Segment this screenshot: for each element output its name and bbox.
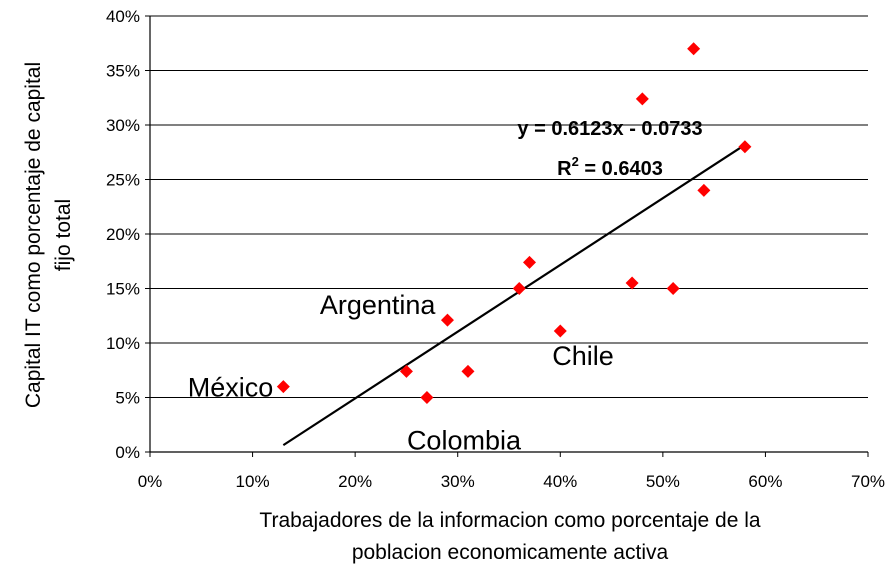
data-point	[666, 282, 680, 295]
trendline-group	[282, 143, 746, 447]
point-label: Argentina	[320, 290, 437, 320]
y-tick-label: 10%	[106, 334, 140, 353]
data-point	[461, 364, 475, 378]
point-label: Chile	[552, 341, 614, 371]
data-point	[625, 276, 639, 290]
point-label: México	[188, 373, 274, 403]
x-axis-title-line2: poblacion economicamente activa	[352, 541, 669, 564]
axes	[145, 15, 869, 457]
data-points	[276, 42, 752, 404]
x-tick-label: 60%	[748, 472, 782, 491]
y-tick-label: 25%	[106, 171, 140, 190]
r2-prefix: R	[557, 158, 572, 180]
trendline	[282, 143, 746, 447]
data-point	[399, 364, 413, 378]
y-tick-label: 0%	[115, 443, 140, 462]
r-squared-label: R2 = 0.6403	[557, 154, 663, 180]
data-point	[635, 92, 649, 106]
x-tick-label: 20%	[338, 472, 372, 491]
y-axis-title-line1: Capital IT como porcentaje de capital	[22, 62, 45, 408]
y-axis-title-line2: fijo total	[52, 199, 75, 271]
data-point	[440, 313, 454, 327]
data-point	[697, 183, 711, 197]
r2-suffix: = 0.6403	[579, 158, 663, 180]
y-tick-label: 30%	[106, 116, 140, 135]
data-point	[553, 324, 567, 338]
point-annotations: Argentina Chile México Colombia	[188, 290, 614, 455]
x-tick-label: 0%	[138, 472, 163, 491]
x-tick-label: 40%	[543, 472, 577, 491]
x-tick-label: 10%	[236, 472, 270, 491]
data-point	[523, 255, 537, 269]
trendline-equation: y = 0.6123x - 0.0733	[517, 118, 702, 140]
y-tick-label: 15%	[106, 280, 140, 299]
r2-exponent: 2	[572, 154, 579, 169]
data-point	[738, 140, 752, 154]
y-tick-label: 20%	[106, 225, 140, 244]
gridlines	[150, 15, 868, 398]
x-tick-labels: 0% 10% 20% 30% 40% 50% 60% 70%	[138, 472, 885, 491]
data-point	[687, 42, 701, 56]
y-tick-label: 40%	[106, 7, 140, 26]
x-axis-title-line1: Trabajadores de la informacion como porc…	[259, 509, 760, 532]
x-tick-label: 70%	[851, 472, 885, 491]
data-point	[276, 380, 290, 394]
y-tick-label: 5%	[115, 389, 140, 408]
y-axis-title-2: fijo total	[52, 199, 75, 271]
y-tick-labels: 0% 5% 10% 15% 20% 25% 30% 35% 40%	[106, 7, 140, 462]
x-tick-label: 30%	[441, 472, 475, 491]
y-axis-title: Capital IT como porcentaje de capital	[22, 62, 45, 408]
point-label: Colombia	[407, 426, 522, 456]
data-point	[420, 391, 434, 404]
data-point	[512, 282, 526, 295]
x-tick-label: 50%	[646, 472, 680, 491]
y-tick-label: 35%	[106, 62, 140, 81]
